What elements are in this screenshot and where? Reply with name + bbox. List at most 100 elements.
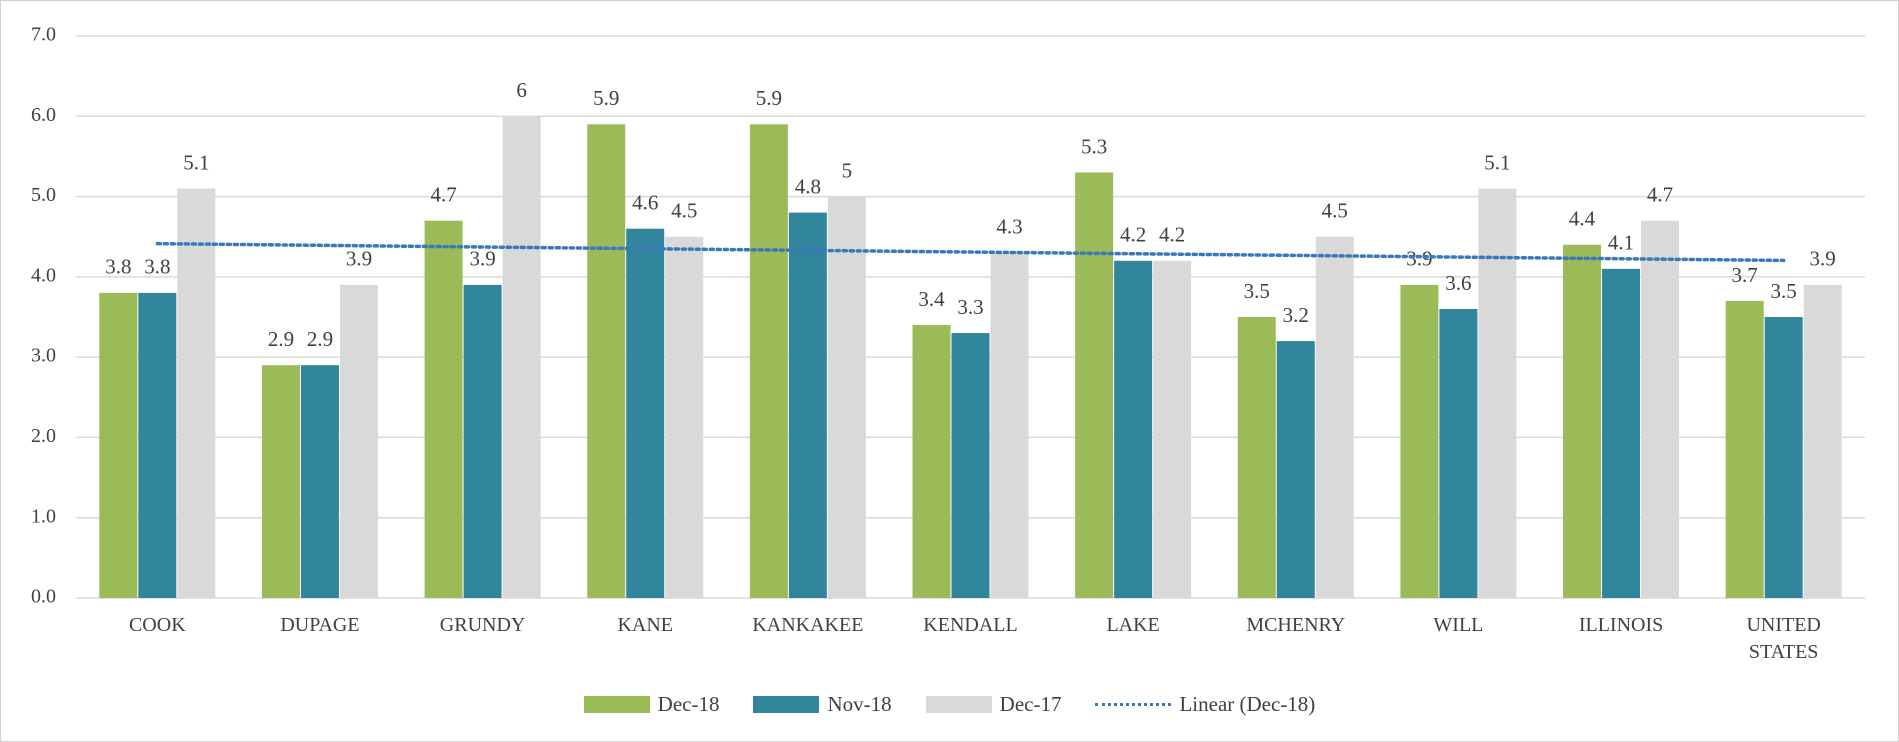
data-label: 5.1 [183, 150, 209, 174]
data-label: 4.6 [632, 190, 658, 214]
data-label: 3.8 [144, 255, 170, 279]
bar [665, 236, 704, 598]
data-label: 5.9 [593, 86, 619, 110]
trend-line [155, 241, 1786, 263]
data-label: 4.7 [1647, 182, 1673, 206]
data-label: 3.9 [1810, 247, 1836, 271]
bar [177, 188, 216, 599]
data-label: 3.4 [918, 287, 945, 311]
bar [1563, 244, 1602, 598]
y-tick-label: 3.0 [31, 345, 56, 367]
y-tick-label: 7.0 [31, 24, 56, 46]
legend-item: Nov-18 [753, 692, 892, 717]
data-label: 4.3 [996, 215, 1022, 239]
x-tick-label: WILL [1433, 614, 1484, 636]
legend-item: Linear (Dec-18) [1095, 692, 1315, 717]
bar [1237, 317, 1276, 598]
legend-swatch [925, 696, 992, 713]
y-tick-label: 6.0 [31, 104, 56, 126]
bar [261, 365, 300, 598]
x-tick-label: COOK [128, 614, 186, 636]
bar [1478, 188, 1517, 599]
data-label: 4.4 [1569, 207, 1596, 231]
bar [788, 212, 827, 598]
bar [502, 116, 541, 599]
y-tick-label: 1.0 [31, 505, 56, 527]
data-label: 5 [842, 158, 853, 182]
data-label: 4.1 [1608, 231, 1634, 255]
data-label: 3.2 [1283, 303, 1309, 327]
legend-swatch [1095, 703, 1172, 706]
data-label: 4.7 [430, 182, 456, 206]
bar [1764, 317, 1803, 598]
bar [1153, 260, 1192, 598]
data-label: 6 [516, 78, 527, 102]
data-label: 3.5 [1771, 279, 1797, 303]
data-label: 5.1 [1484, 150, 1510, 174]
y-tick-label: 2.0 [31, 425, 56, 447]
x-tick-label: UNITED STATES [1746, 614, 1821, 663]
bar [912, 325, 951, 598]
legend-swatch [583, 696, 650, 713]
data-label: 4.8 [795, 174, 821, 198]
bar [951, 333, 990, 598]
data-label: 2.9 [268, 327, 294, 351]
y-tick-label: 5.0 [31, 184, 56, 206]
bar [990, 252, 1029, 598]
legend-item: Dec-18 [583, 692, 720, 717]
bar [1602, 268, 1641, 598]
bar [1315, 236, 1354, 598]
data-label: 3.5 [1244, 279, 1270, 303]
data-label: 4.5 [1322, 199, 1348, 223]
legend-label: Linear (Dec-18) [1179, 692, 1316, 716]
bar [99, 292, 138, 598]
data-label: 3.9 [1406, 247, 1432, 271]
data-label: 4.2 [1159, 223, 1185, 247]
x-tick-label: ILLINOIS [1578, 614, 1664, 636]
y-tick-label: 4.0 [31, 264, 56, 286]
bar [1114, 260, 1153, 598]
bar [1400, 284, 1439, 598]
bar [1439, 308, 1478, 598]
x-tick-label: KENDALL [923, 614, 1018, 636]
bar [827, 196, 866, 599]
bar [463, 284, 502, 598]
data-label: 3.9 [469, 247, 495, 271]
bar [339, 284, 378, 598]
data-label: 3.3 [957, 295, 983, 319]
x-tick-label: KANE [617, 614, 673, 636]
y-tick-label: 0.0 [31, 586, 56, 608]
bar [1725, 300, 1764, 598]
bar [1075, 172, 1114, 598]
x-tick-label: MCHENRY [1246, 614, 1346, 636]
data-label: 4.5 [671, 199, 697, 223]
data-label: 5.3 [1081, 134, 1107, 158]
x-tick-label: DUPAGE [280, 614, 360, 636]
data-label: 2.9 [307, 327, 333, 351]
legend-label: Dec-17 [999, 692, 1062, 716]
legend-label: Nov-18 [827, 692, 892, 716]
legend-item: Dec-17 [925, 692, 1062, 717]
data-label: 4.2 [1120, 223, 1146, 247]
data-label: 5.9 [756, 86, 782, 110]
x-tick-label: LAKE [1106, 614, 1160, 636]
bar [1276, 341, 1315, 598]
x-tick-label: GRUNDY [439, 614, 526, 636]
bar [587, 124, 626, 599]
bar [1641, 220, 1680, 598]
legend-label: Dec-18 [657, 692, 720, 716]
data-label: 3.6 [1445, 271, 1471, 295]
bar [424, 220, 463, 598]
bar [138, 292, 177, 598]
bar [626, 228, 665, 598]
bar [749, 124, 788, 599]
data-label: 3.9 [346, 247, 372, 271]
bar [300, 365, 339, 598]
legend: Dec-18 Nov-18 Dec-17 Linear (Dec-18) [0, 692, 1899, 717]
data-label: 3.7 [1732, 263, 1758, 287]
legend-swatch [753, 696, 820, 713]
x-tick-label: KANKAKEE [752, 614, 864, 636]
data-label: 3.8 [105, 255, 131, 279]
bar [1803, 284, 1842, 598]
